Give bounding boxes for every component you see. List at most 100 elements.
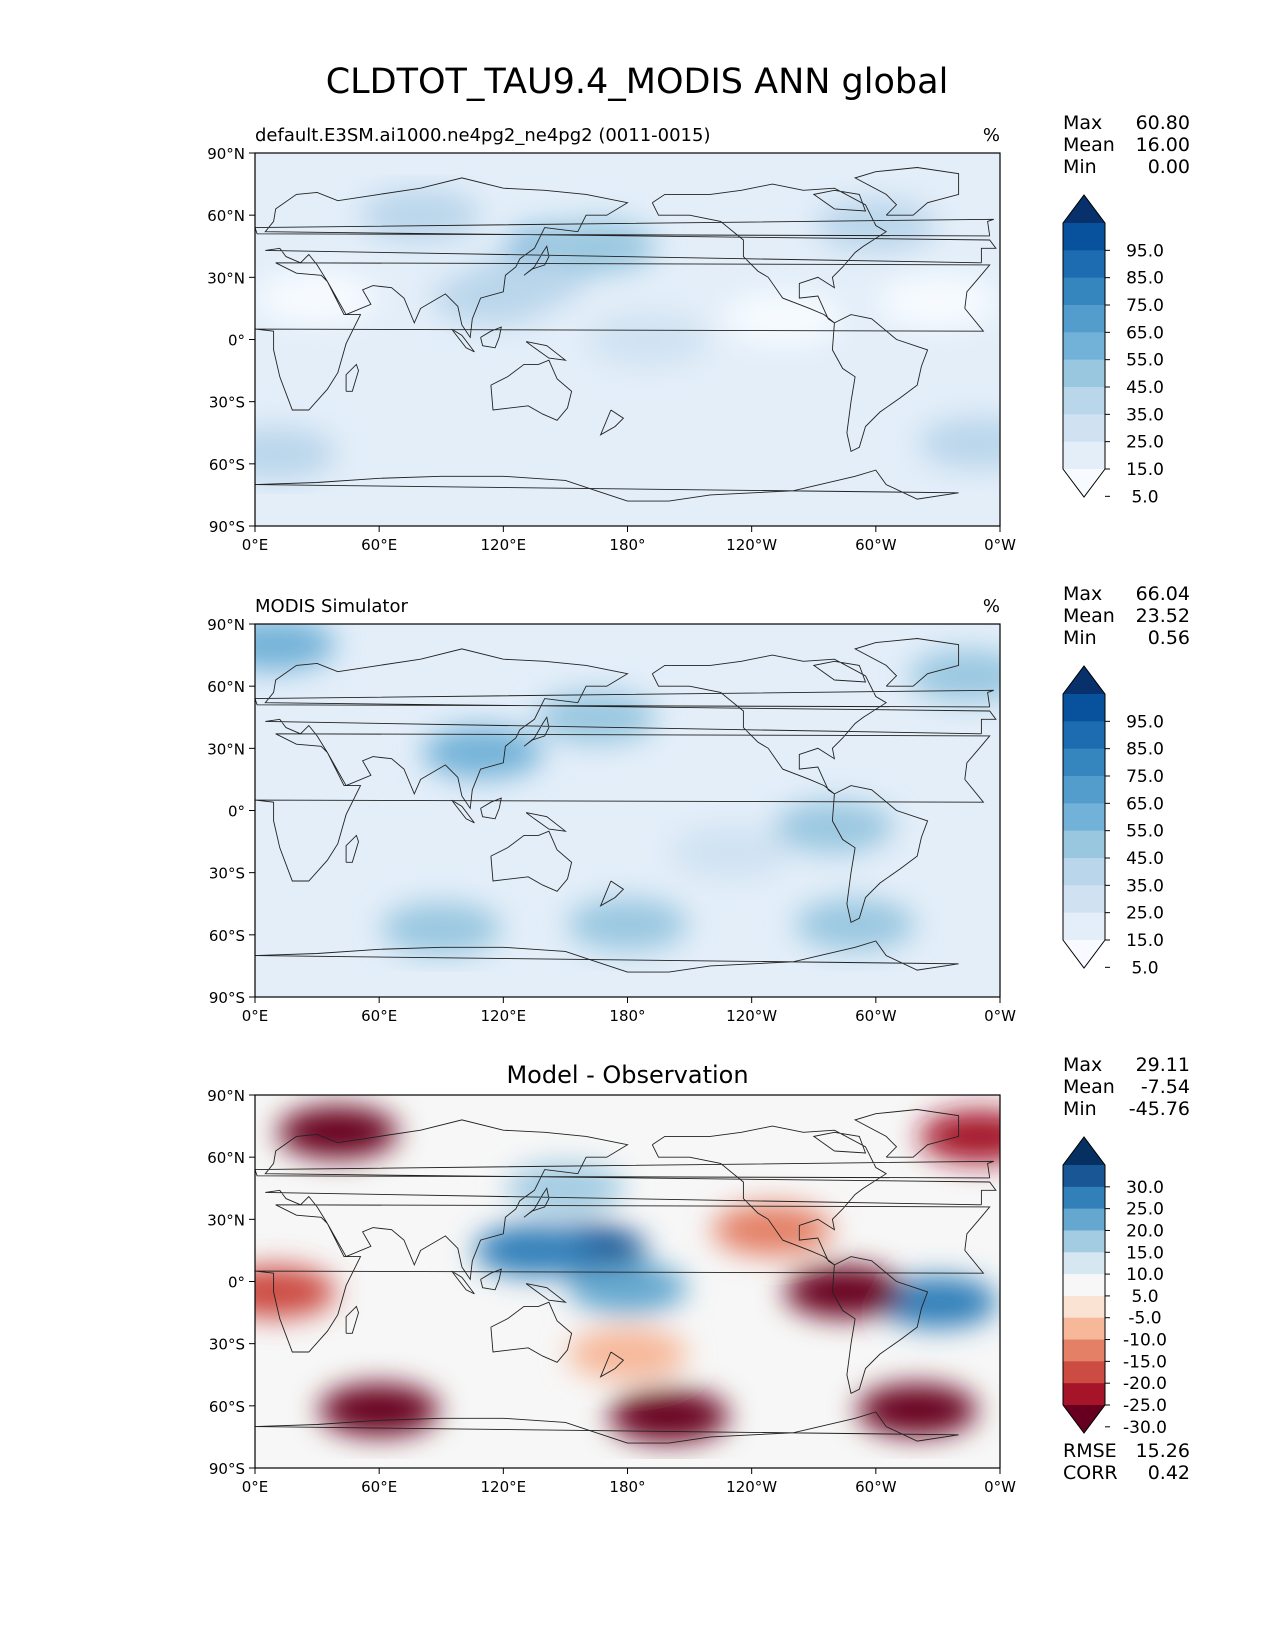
lon-tick-label: 60°W <box>855 1478 897 1496</box>
stat-mean-value: 23.52 <box>1136 605 1190 627</box>
colorbar-tick-label: 25.0 <box>1126 1200 1164 1220</box>
lat-tick-label: 0° <box>228 1274 245 1292</box>
field-blob <box>422 726 543 779</box>
stat-corr-value: 0.42 <box>1148 1462 1190 1484</box>
stat-mean-value: 16.00 <box>1136 134 1190 156</box>
lon-tick-label: 120°E <box>481 1007 527 1025</box>
field-blob <box>877 1276 998 1329</box>
stat-min-value: -45.76 <box>1129 1098 1190 1120</box>
field-blob <box>877 276 998 329</box>
lat-tick-label: 60°N <box>207 1149 245 1167</box>
lat-tick-label: 90°N <box>207 145 245 163</box>
field-blob <box>795 898 916 951</box>
colorbar-tick-label: 95.0 <box>1126 712 1164 732</box>
colorbar-tick-label: 45.0 <box>1126 849 1164 869</box>
lon-tick-label: 60°W <box>855 1007 897 1025</box>
lon-tick-label: 120°W <box>726 1478 777 1496</box>
field-blob <box>255 1265 336 1318</box>
colorbar-tick-label: -30.0 <box>1123 1418 1167 1438</box>
colorbar-tick-label: -10.0 <box>1123 1331 1167 1351</box>
colorbar-bin <box>1063 803 1105 832</box>
colorbar-extend-under <box>1063 469 1105 497</box>
stat-mean-label: Mean <box>1063 134 1115 156</box>
panels: default.E3SM.ai1000.ne4pg2_ne4pg2 (0011-… <box>207 112 1190 1496</box>
field-blob <box>567 1328 688 1381</box>
colorbar-bin <box>1063 1252 1105 1275</box>
colorbar-extend-over <box>1063 1137 1105 1165</box>
figure-title: CLDTOT_TAU9.4_MODIS ANN global <box>326 62 949 102</box>
lon-tick-label: 60°E <box>361 1478 397 1496</box>
colorbar-extend-under <box>1063 1405 1105 1433</box>
lat-tick-label: 90°S <box>209 989 245 1007</box>
map-field <box>255 153 1000 526</box>
stat-min-value: 0.56 <box>1148 627 1190 649</box>
stat-corr-label: CORR <box>1063 1462 1118 1484</box>
lon-tick-label: 60°W <box>855 536 897 554</box>
colorbar-extend-over <box>1063 195 1105 223</box>
panel-left-title: default.E3SM.ai1000.ne4pg2_ne4pg2 (0011-… <box>255 125 710 146</box>
colorbar-tick-label: 75.0 <box>1126 296 1164 316</box>
field-blob <box>360 189 481 242</box>
lat-tick-label: 0° <box>228 332 245 350</box>
field-blob <box>536 691 657 744</box>
field-blob <box>598 784 719 837</box>
colorbar-tick-label: 85.0 <box>1126 269 1164 289</box>
lon-tick-label: 120°W <box>726 536 777 554</box>
lat-tick-label: 30°S <box>209 1336 245 1354</box>
panel-units: % <box>983 125 1000 146</box>
colorbar-tick-label: 20.0 <box>1126 1221 1164 1241</box>
colorbar-tick-label: -5.0 <box>1128 1309 1161 1329</box>
colorbar-bin <box>1063 223 1105 251</box>
lon-tick-label: 0°E <box>242 1007 269 1025</box>
colorbar-bin <box>1063 885 1105 914</box>
lat-tick-label: 30°N <box>207 269 245 287</box>
stat-max-value: 29.11 <box>1136 1054 1190 1076</box>
field-blob <box>774 801 895 854</box>
colorbar-tick-label: 25.0 <box>1126 433 1164 453</box>
stat-min-value: 0.00 <box>1148 156 1190 178</box>
colorbar-tick-label: 10.0 <box>1126 1265 1164 1285</box>
lon-tick-label: 0°W <box>984 1007 1016 1025</box>
colorbar-bin <box>1063 694 1105 722</box>
field-blob <box>319 1383 440 1436</box>
stat-max-label: Max <box>1063 1054 1102 1076</box>
colorbar-tick-label: 45.0 <box>1126 378 1164 398</box>
stat-min-label: Min <box>1063 627 1097 649</box>
field-blob <box>908 649 1000 702</box>
coastlines <box>255 638 997 973</box>
colorbar-bin <box>1063 830 1105 859</box>
field-blob <box>505 1162 626 1215</box>
lat-tick-label: 30°N <box>207 740 245 758</box>
stat-min-label: Min <box>1063 156 1097 178</box>
panel-left-title: MODIS Simulator <box>255 596 408 617</box>
colorbar-tick-label: 15.0 <box>1126 1243 1164 1263</box>
stat-rmse-value: 15.26 <box>1136 1440 1190 1462</box>
field-blob <box>712 1203 833 1256</box>
field-blob <box>381 902 502 955</box>
colorbar-tick-label: 15.0 <box>1126 460 1164 480</box>
colorbar: 95.0 85.0 75.0 65.0 55.0 45.0 35.0 25.0 15.0 5.0 <box>1062 194 1164 507</box>
field-blob <box>536 220 657 273</box>
lon-tick-label: 0°E <box>242 1478 269 1496</box>
colorbar-bin <box>1063 1274 1105 1297</box>
lat-tick-label: 90°S <box>209 1460 245 1478</box>
lat-tick-label: 60°N <box>207 678 245 696</box>
panel-center-title: Model - Observation <box>506 1061 748 1089</box>
stat-max-value: 60.80 <box>1136 112 1190 134</box>
colorbar-bin <box>1063 1186 1105 1210</box>
colorbar-bin <box>1063 1230 1105 1253</box>
colorbar: 95.0 85.0 75.0 65.0 55.0 45.0 35.0 25.0 15.0 5.0 <box>1062 665 1164 978</box>
colorbar-bin <box>1063 748 1105 777</box>
colorbar-bin <box>1063 1208 1105 1231</box>
lon-tick-label: 60°E <box>361 536 397 554</box>
map-field <box>255 1095 1000 1468</box>
colorbar-tick-label: -15.0 <box>1123 1352 1167 1372</box>
lon-tick-label: 180° <box>609 1007 645 1025</box>
panel-difference: Model - Observation 90°N 60°N 30°N 0° 30°S 60°… <box>207 1054 1190 1496</box>
lat-tick-label: 60°S <box>209 1398 245 1416</box>
field-blob <box>877 836 998 889</box>
lon-tick-label: 0°W <box>984 536 1016 554</box>
colorbar-tick-label: 35.0 <box>1126 405 1164 425</box>
lat-tick-label: 60°S <box>209 927 245 945</box>
colorbar-extend-over <box>1063 666 1105 694</box>
